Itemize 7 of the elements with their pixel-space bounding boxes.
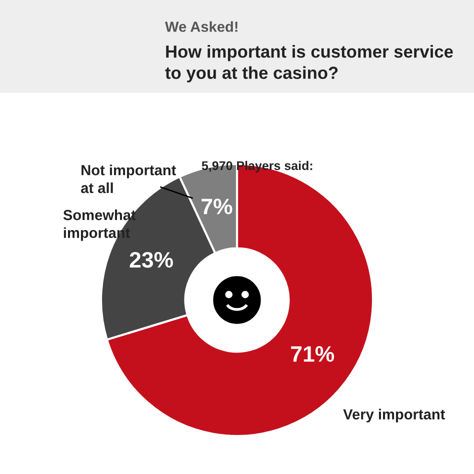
data-label: 71% bbox=[291, 346, 334, 362]
slice-label: Very important bbox=[343, 408, 446, 422]
data-label: 7% bbox=[202, 198, 232, 214]
data-label: 23% bbox=[130, 252, 173, 268]
chart-subtitle: We Asked! bbox=[165, 21, 238, 32]
chart-title: How important is customer service to you at the casino? bbox=[165, 45, 453, 82]
slice-label: Not important at all bbox=[81, 164, 176, 194]
